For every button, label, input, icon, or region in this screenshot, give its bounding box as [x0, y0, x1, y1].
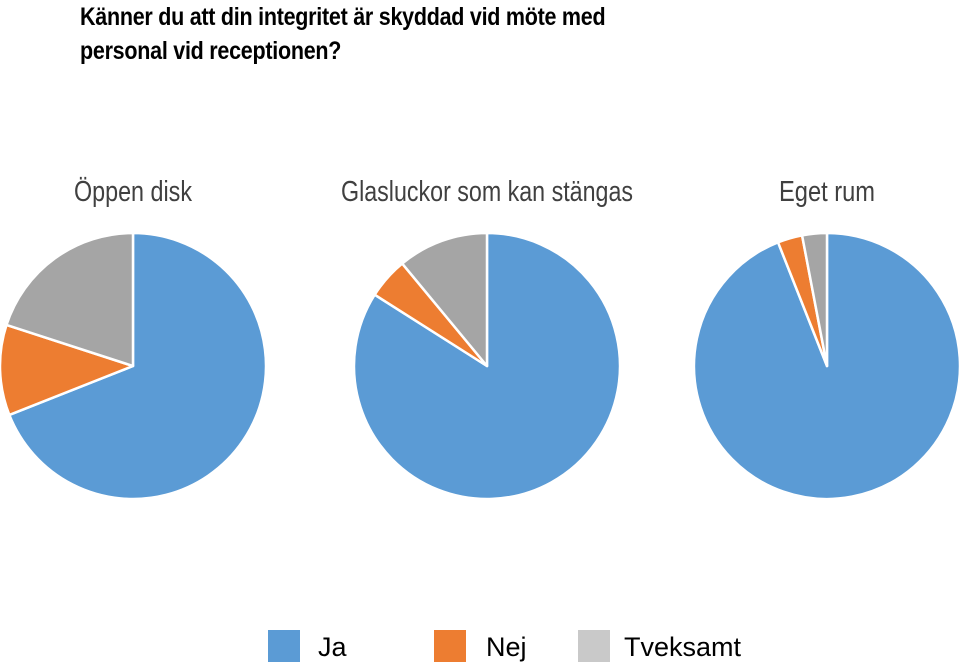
pie-chart-oppen-disk: Öppen disk — [0, 176, 268, 501]
pie-title-eget-rum: Eget rum — [779, 176, 875, 208]
pie-slice-0-tveksamt — [5, 231, 135, 368]
pie-charts: Öppen disk Glasluckor som kan stängas Eg… — [0, 176, 960, 501]
pie-slice-1-ja — [352, 231, 622, 501]
pie-chart-eget-rum: Eget rum — [692, 176, 960, 501]
legend-swatch-tveksamt — [578, 630, 610, 662]
pie-slice-2-tveksamt — [800, 231, 829, 368]
chart-title-line-2: personal vid receptionen? — [80, 37, 342, 65]
pie-slice-1-tveksamt — [400, 231, 489, 368]
pie-slice-0-nej — [0, 323, 135, 417]
legend-label-tveksamt: Tveksamt — [624, 632, 742, 662]
legend: Ja Nej Tveksamt — [0, 620, 960, 667]
chart-title-line-1: Känner du att din integritet är skyddad … — [80, 3, 606, 31]
pie-slice-0-ja — [8, 231, 268, 501]
legend-swatch-ja — [268, 630, 300, 662]
pie-title-oppen-disk: Öppen disk — [74, 176, 192, 208]
pie-title-glasluckor: Glasluckor som kan stängas — [341, 176, 633, 208]
pie-chart-glasluckor: Glasluckor som kan stängas — [341, 176, 633, 501]
legend-label-nej: Nej — [486, 632, 527, 662]
legend-label-ja: Ja — [318, 632, 347, 662]
chart-title: Känner du att din integritet är skyddad … — [80, 0, 630, 68]
legend-swatch-nej — [434, 630, 466, 662]
